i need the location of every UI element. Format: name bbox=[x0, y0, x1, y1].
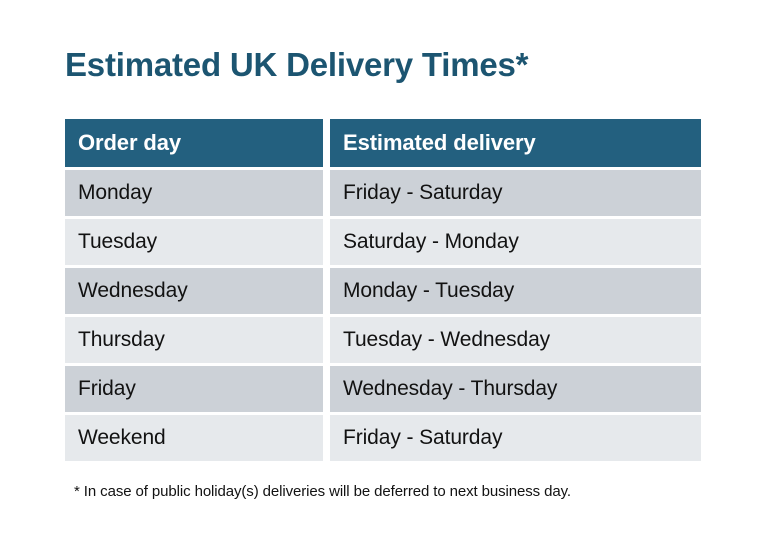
column-divider bbox=[323, 366, 330, 412]
column-header-estimated-delivery: Estimated delivery bbox=[330, 119, 701, 167]
table-row: Thursday Tuesday - Wednesday bbox=[65, 317, 701, 363]
cell-estimated-delivery: Friday - Saturday bbox=[330, 170, 701, 216]
column-divider bbox=[323, 268, 330, 314]
cell-estimated-delivery: Wednesday - Thursday bbox=[330, 366, 701, 412]
cell-estimated-delivery: Friday - Saturday bbox=[330, 415, 701, 461]
cell-estimated-delivery: Tuesday - Wednesday bbox=[330, 317, 701, 363]
cell-order-day: Tuesday bbox=[65, 219, 323, 265]
page-title: Estimated UK Delivery Times* bbox=[65, 46, 529, 83]
column-divider bbox=[323, 170, 330, 216]
column-divider bbox=[323, 219, 330, 265]
cell-estimated-delivery: Saturday - Monday bbox=[330, 219, 701, 265]
cell-estimated-delivery: Monday - Tuesday bbox=[330, 268, 701, 314]
table-row: Weekend Friday - Saturday bbox=[65, 415, 701, 461]
column-header-order-day: Order day bbox=[65, 119, 323, 167]
column-divider bbox=[323, 415, 330, 461]
delivery-times-table: Order day Estimated delivery Monday Frid… bbox=[65, 119, 701, 461]
footnote-text: * In case of public holiday(s) deliverie… bbox=[74, 483, 571, 500]
table-row: Friday Wednesday - Thursday bbox=[65, 366, 701, 412]
table-row: Tuesday Saturday - Monday bbox=[65, 219, 701, 265]
table-row: Wednesday Monday - Tuesday bbox=[65, 268, 701, 314]
column-divider bbox=[323, 119, 330, 167]
cell-order-day: Monday bbox=[65, 170, 323, 216]
cell-order-day: Weekend bbox=[65, 415, 323, 461]
column-divider bbox=[323, 317, 330, 363]
cell-order-day: Friday bbox=[65, 366, 323, 412]
table-header-row: Order day Estimated delivery bbox=[65, 119, 701, 167]
cell-order-day: Thursday bbox=[65, 317, 323, 363]
table-row: Monday Friday - Saturday bbox=[65, 170, 701, 216]
cell-order-day: Wednesday bbox=[65, 268, 323, 314]
